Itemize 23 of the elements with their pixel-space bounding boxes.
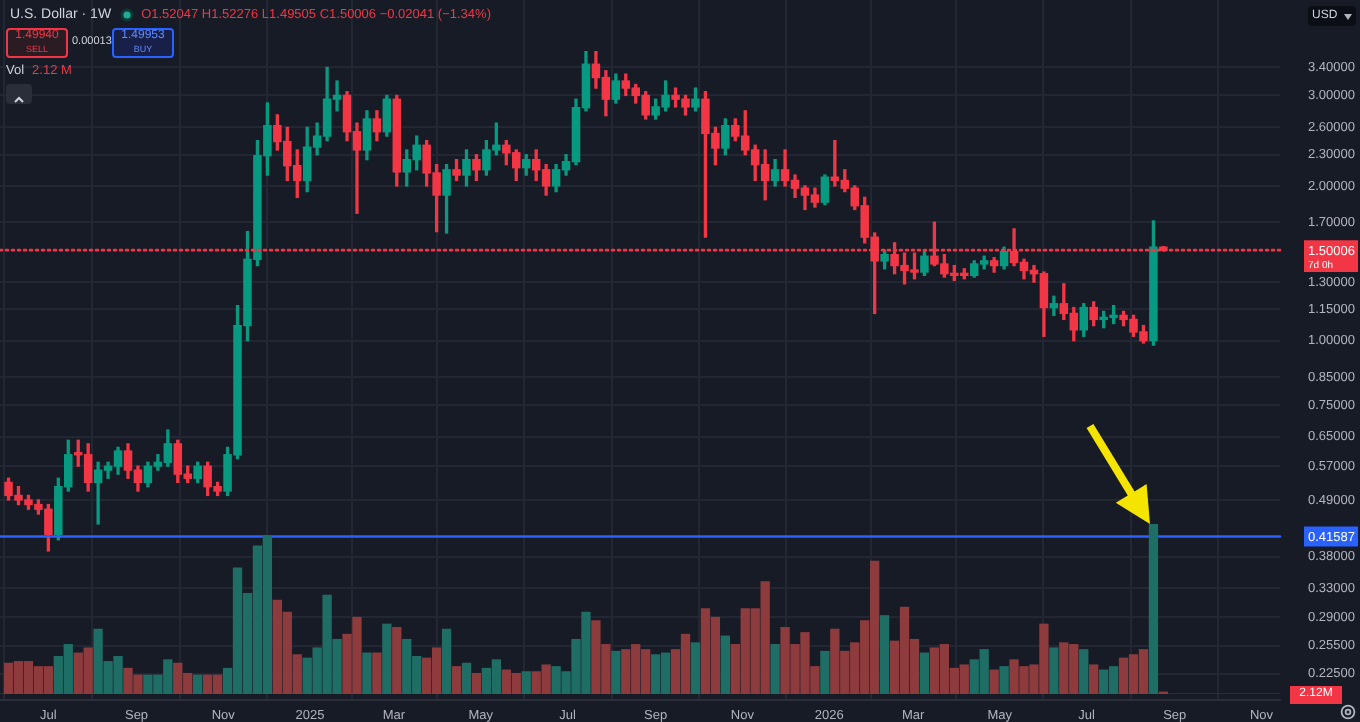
bar bbox=[451, 666, 462, 694]
bar bbox=[611, 650, 621, 694]
bar bbox=[372, 652, 382, 694]
bar bbox=[471, 672, 482, 694]
bar bbox=[919, 652, 930, 694]
bar bbox=[999, 666, 1009, 694]
bar bbox=[441, 628, 452, 694]
bar bbox=[461, 662, 472, 694]
bar bbox=[362, 652, 372, 694]
bar bbox=[382, 623, 392, 694]
bar bbox=[1079, 649, 1089, 694]
bar bbox=[820, 650, 830, 694]
bar bbox=[879, 615, 890, 694]
bar bbox=[392, 627, 402, 694]
bar bbox=[1049, 647, 1059, 694]
bar bbox=[989, 669, 999, 694]
bar bbox=[1089, 664, 1099, 694]
bar bbox=[1148, 524, 1159, 694]
bar bbox=[690, 642, 701, 694]
bar bbox=[193, 674, 203, 694]
bar bbox=[770, 644, 780, 694]
bar bbox=[720, 635, 730, 694]
bar bbox=[521, 671, 531, 694]
